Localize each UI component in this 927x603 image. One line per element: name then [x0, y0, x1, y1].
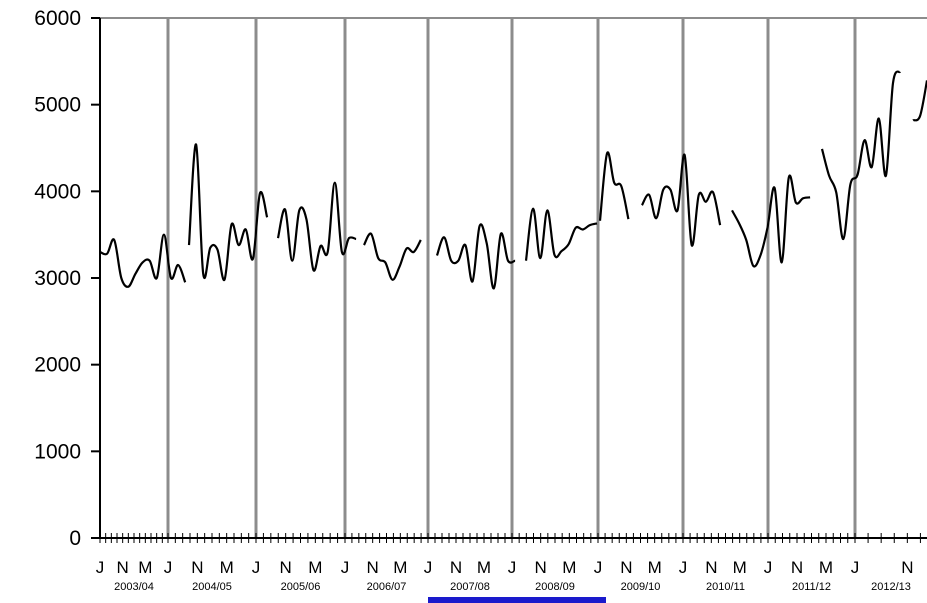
y-tick-label: 0 — [69, 527, 81, 550]
year-label: 2005/06 — [281, 581, 321, 593]
month-tick-label: N — [367, 558, 379, 577]
y-tick-label: 2000 — [34, 354, 81, 377]
series-line-segment — [435, 223, 516, 290]
month-tick-label: M — [393, 558, 407, 577]
y-tick-labels: 0 1000 2000 3000 4000 5000 6000 — [34, 7, 100, 550]
y-tick-label: 6000 — [34, 7, 81, 30]
month-tick-label: J — [424, 558, 433, 577]
month-tick-label: J — [679, 558, 688, 577]
y-tick-label: 4000 — [34, 180, 81, 203]
month-tick-label: M — [138, 558, 152, 577]
year-label: 2004/05 — [192, 581, 232, 593]
month-tick-label: J — [252, 558, 261, 577]
month-tick-label: M — [220, 558, 234, 577]
month-tick-label: N — [450, 558, 462, 577]
year-label: 2008/09 — [535, 581, 575, 593]
month-tick-label: N — [117, 558, 129, 577]
series-lines — [99, 70, 927, 290]
month-tick-label: N — [620, 558, 632, 577]
series-line-segment — [276, 181, 357, 272]
month-tick-label: J — [594, 558, 603, 577]
year-label: 2010/11 — [706, 581, 745, 593]
y-tick-label: 5000 — [34, 94, 81, 117]
month-tick-label: J — [96, 558, 105, 577]
y-tick-label: 3000 — [34, 267, 81, 290]
x-tick-marks — [99, 533, 921, 543]
month-tick-label: N — [280, 558, 292, 577]
year-label: 2009/10 — [621, 581, 661, 593]
month-tick-label: M — [477, 558, 491, 577]
month-tick-label: M — [562, 558, 576, 577]
series-line-segment — [524, 207, 598, 261]
highlight-bar-rect — [428, 597, 606, 603]
month-tick-label: N — [791, 558, 803, 577]
month-tick-label: J — [764, 558, 773, 577]
year-label: 2007/08 — [450, 581, 490, 593]
y-tick-label: 1000 — [34, 440, 81, 463]
month-tick-label: J — [164, 558, 173, 577]
series-line-segment — [820, 70, 902, 241]
month-tick-label: J — [341, 558, 350, 577]
month-tick-label: N — [535, 558, 547, 577]
series-line-segment — [598, 151, 630, 221]
series-line-segment — [187, 143, 269, 281]
month-tick-label: J — [851, 558, 860, 577]
month-tick-label: N — [191, 558, 203, 577]
series-line-segment — [99, 233, 187, 288]
series-line-segment — [731, 174, 811, 268]
month-tick-label: N — [901, 558, 913, 577]
series-line-segment — [363, 232, 422, 281]
highlight-bar — [428, 597, 606, 603]
year-label: 2006/07 — [367, 581, 407, 593]
month-tick-label: M — [733, 558, 747, 577]
year-label: 2003/04 — [114, 581, 154, 593]
month-tick-label: J — [508, 558, 517, 577]
month-tick-label: M — [648, 558, 662, 577]
year-dividers — [166, 18, 857, 538]
month-tick-label: M — [308, 558, 322, 577]
year-label: 2012/13 — [871, 581, 911, 593]
month-tick-label: M — [819, 558, 833, 577]
month-tick-label: N — [705, 558, 717, 577]
series-line-segment — [912, 80, 927, 122]
series-line-segment — [641, 153, 722, 247]
year-labels: 2003/04 2004/05 2005/06 2006/07 2007/08 2008/… — [114, 581, 911, 593]
year-label: 2011/12 — [792, 581, 831, 593]
